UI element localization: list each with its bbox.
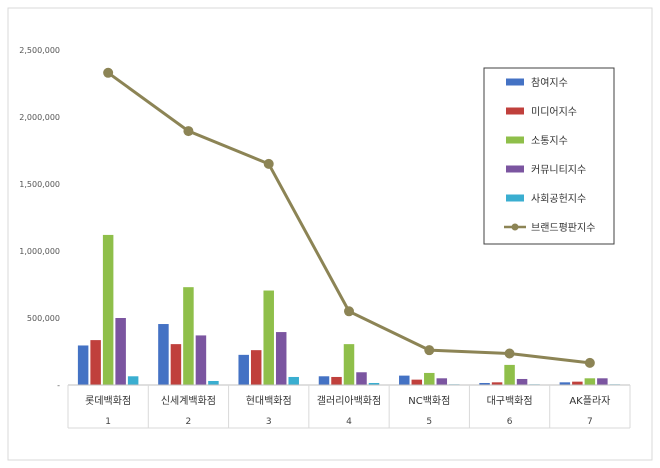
y-tick-label: -: [57, 381, 60, 390]
x-category-number: 4: [346, 417, 352, 427]
legend-label: 커뮤니티지수: [531, 164, 586, 176]
x-category-label: 현대백화점: [246, 395, 292, 407]
line-point: [584, 357, 595, 368]
y-axis: - 500,000 1,000,000 1,500,000 2,000,000 2,500…: [19, 46, 60, 390]
x-category-number: 5: [426, 417, 432, 427]
x-category-number: 1: [105, 417, 111, 427]
legend-label: 브랜드평판지수: [531, 222, 595, 234]
legend-label: 사회공헌지수: [531, 193, 586, 205]
x-category-label: AK플라자: [569, 395, 610, 407]
bar-series-group: [77, 234, 621, 385]
bar: [399, 375, 410, 385]
bar: [411, 379, 423, 385]
bar: [238, 354, 249, 385]
bar: [491, 382, 503, 385]
bar: [195, 335, 207, 385]
bar: [331, 376, 342, 385]
line-point: [504, 348, 515, 359]
legend-swatch: [506, 107, 524, 115]
bar: [127, 376, 139, 385]
legend-marker: [511, 223, 519, 231]
legend-swatch: [506, 165, 524, 173]
line-point: [424, 345, 435, 356]
bar: [504, 364, 515, 385]
legend-label: 소통지수: [531, 135, 568, 147]
line-series-group: [103, 67, 595, 368]
bar: [368, 382, 380, 385]
legend-swatch: [506, 194, 524, 202]
bar: [318, 376, 330, 385]
line-point: [183, 126, 194, 137]
y-tick-label: 1,500,000: [19, 180, 60, 189]
line-point: [103, 67, 114, 78]
bar: [275, 332, 287, 385]
bar: [424, 372, 435, 385]
bar: [263, 290, 274, 385]
y-tick-label: 2,000,000: [19, 113, 60, 122]
line-point: [263, 158, 274, 169]
y-tick-label: 1,000,000: [19, 247, 60, 256]
bar: [90, 340, 101, 385]
bar: [208, 380, 219, 385]
bar: [356, 372, 367, 385]
bar: [516, 378, 528, 385]
bar: [183, 287, 194, 385]
bar: [250, 350, 262, 385]
x-axis: 롯데백화점 1 신세계백화점 2 현대백화점 3 갤러리아백화점 4 NC백화점 5 대구백화점 6 A…: [67, 384, 631, 429]
bar: [479, 382, 490, 385]
bar: [343, 344, 355, 385]
bar: [436, 378, 448, 385]
bar: [77, 345, 89, 385]
bar: [597, 378, 608, 385]
x-category-number: 6: [507, 417, 513, 427]
bar: [102, 234, 114, 385]
bar: [584, 378, 596, 385]
bar: [158, 324, 169, 385]
x-category-number: 2: [186, 417, 192, 427]
bar: [572, 381, 583, 385]
x-category-label: 대구백화점: [487, 395, 533, 407]
legend-swatch: [506, 136, 524, 144]
x-category-label: NC백화점: [408, 395, 450, 407]
x-category-label: 신세계백화점: [161, 395, 216, 407]
y-tick-label: 500,000: [27, 314, 60, 323]
bar: [288, 376, 299, 385]
x-category-label: 롯데백화점: [85, 395, 131, 407]
legend-swatch: [506, 78, 524, 86]
bar: [115, 318, 126, 385]
legend-box: [483, 67, 615, 245]
y-tick-label: 2,500,000: [19, 46, 60, 55]
bar: [170, 344, 182, 385]
legend-label: 미디어지수: [531, 106, 577, 118]
x-category-number: 3: [266, 417, 272, 427]
x-category-label: 갤러리아백화점: [317, 395, 381, 407]
bar: [559, 382, 571, 385]
line-point: [344, 306, 354, 317]
legend-label: 참여지수: [531, 77, 568, 89]
x-category-number: 7: [587, 417, 593, 427]
